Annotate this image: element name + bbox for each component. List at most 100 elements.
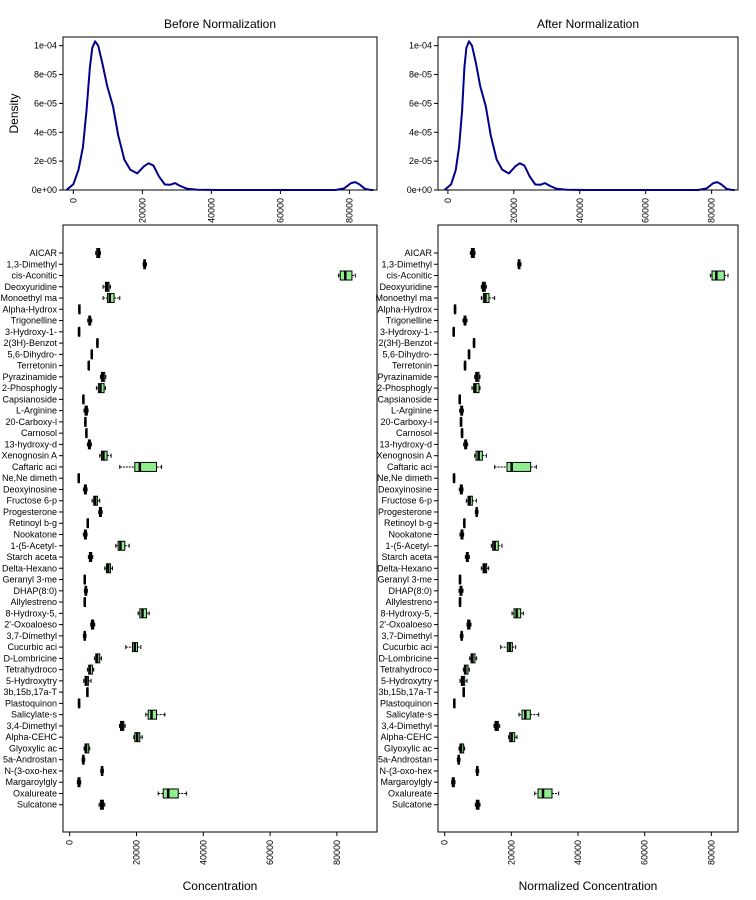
category-label: Alpha-Hydrox [2,304,57,314]
category-label: Trigonelline [11,316,57,326]
x-tick-label: 80000 [332,840,342,865]
box [711,270,725,281]
category-label: Sulcatone [392,800,432,810]
box [134,461,158,472]
category-label: Fructose 6-p [6,496,57,506]
category-label: Caftaric aci [12,462,57,472]
category-label: D-Lombricine [378,653,432,663]
category-label: 1,3-Dimethyl [6,259,57,269]
category-label: Ne,Ne dimeth [377,473,432,483]
category-label: Caftaric aci [387,462,432,472]
x-tick-label: 60000 [265,840,275,865]
category-label: Cucurbic aci [7,642,57,652]
category-label: Geranyl 3-me [377,575,432,585]
category-label: Pyrazinamide [377,372,432,382]
category-label: Salicylate-s [386,710,433,720]
y-tick-label: 1e-04 [34,41,57,51]
category-label: 13-hydroxy-d [379,439,432,449]
category-label: Terretonin [17,361,57,371]
category-label: Allylestreno [10,597,57,607]
x-tick-label: 0 [68,198,78,203]
x-tick-label: 60000 [640,840,650,865]
x-tick-label: 20000 [509,198,519,223]
category-label: Allylestreno [385,597,432,607]
x-tick-label: 40000 [198,840,208,865]
category-label: 3,4-Dimethyl [381,721,432,731]
category-label: Capsianoside [377,394,432,404]
category-label: Delta-Hexano [377,563,432,573]
category-label: Carnosol [21,428,57,438]
category-label: 5,6-Dihydro- [7,349,57,359]
category-label: Margaroylgly [5,777,57,787]
category-label: Monoethyl ma [0,293,57,303]
category-label: Monoethyl ma [375,293,432,303]
category-label: 2'-Oxoaloeso [4,620,57,630]
category-label: Geranyl 3-me [2,575,57,585]
category-label: Retinoyl b-g [384,518,432,528]
category-label: Plastoquinon [380,698,432,708]
category-label: Alpha-CEHC [380,732,432,742]
x-tick-label: 20000 [131,840,141,865]
category-label: 3,4-Dimethyl [6,721,57,731]
category-label: Starch aceta [381,552,432,562]
category-label: 2'-Oxoaloeso [379,620,432,630]
box [537,788,553,799]
category-label: 1-(5-Acetyl- [10,541,57,551]
category-label: Alpha-CEHC [5,732,57,742]
category-label: 2-Phosphogly [2,383,58,393]
category-label: N-(3-oxo-hex [379,766,432,776]
y-tick-label: 8e-05 [409,70,432,80]
category-label: AICAR [29,248,57,258]
category-label: Oxalureate [13,788,57,798]
category-label: 1,3-Dimethyl [381,259,432,269]
category-label: cis-Aconitic [386,271,432,281]
category-label: 13-hydroxy-d [4,439,57,449]
category-label: Deoxyinosine [378,484,432,494]
category-label: Salicylate-s [11,710,58,720]
y-tick-label: 4e-05 [409,127,432,137]
category-label: 3,7-Dimethyl [381,631,432,641]
category-label: 2(3H)-Benzot [378,338,432,348]
category-label: Ne,Ne dimeth [2,473,57,483]
category-label: Tetrahydroco [5,665,57,675]
category-label: Delta-Hexano [2,563,57,573]
category-label: AICAR [404,248,432,258]
category-label: Retinoyl b-g [9,518,57,528]
y-tick-label: 4e-05 [34,127,57,137]
category-label: Fructose 6-p [381,496,432,506]
category-label: 2-Phosphogly [377,383,433,393]
x-axis-label: Normalized Concentration [519,879,658,893]
density-line [443,40,735,191]
category-label: Deoxyuridine [4,282,57,292]
category-label: Glyoxylic ac [9,743,58,753]
x-axis-label: Concentration [183,879,258,893]
x-tick-label: 0 [65,840,75,845]
plot-frame [437,36,739,191]
category-label: Sulcatone [17,800,57,810]
y-tick-label: 0e+00 [407,185,432,195]
category-label: L-Arginine [16,406,57,416]
category-label: Oxalureate [388,788,432,798]
x-tick-label: 80000 [707,198,717,223]
category-label: 5,6-Dihydro- [382,349,432,359]
category-label: DHAP(8:0) [13,586,57,596]
category-label: Margaroylgly [380,777,432,787]
category-label: Pyrazinamide [2,372,57,382]
category-label: 5a-Androstan [3,755,57,765]
category-label: Xenognosin A [1,451,57,461]
category-label: 5-Hydroxytry [381,676,433,686]
plot-frame [62,36,378,191]
category-label: Cucurbic aci [382,642,432,652]
category-label: 20-Carboxy-l [5,417,57,427]
category-label: 3,7-Dimethyl [6,631,57,641]
x-tick-label: 40000 [573,840,583,865]
category-label: Deoxyinosine [3,484,57,494]
x-tick-label: 40000 [206,198,216,223]
y-tick-label: 0e+00 [32,185,57,195]
category-label: 3-Hydroxy-1- [380,327,432,337]
category-label: 1-(5-Acetyl- [385,541,432,551]
category-label: Carnosol [396,428,432,438]
density-line [65,40,374,191]
category-label: 5a-Androstan [378,755,432,765]
